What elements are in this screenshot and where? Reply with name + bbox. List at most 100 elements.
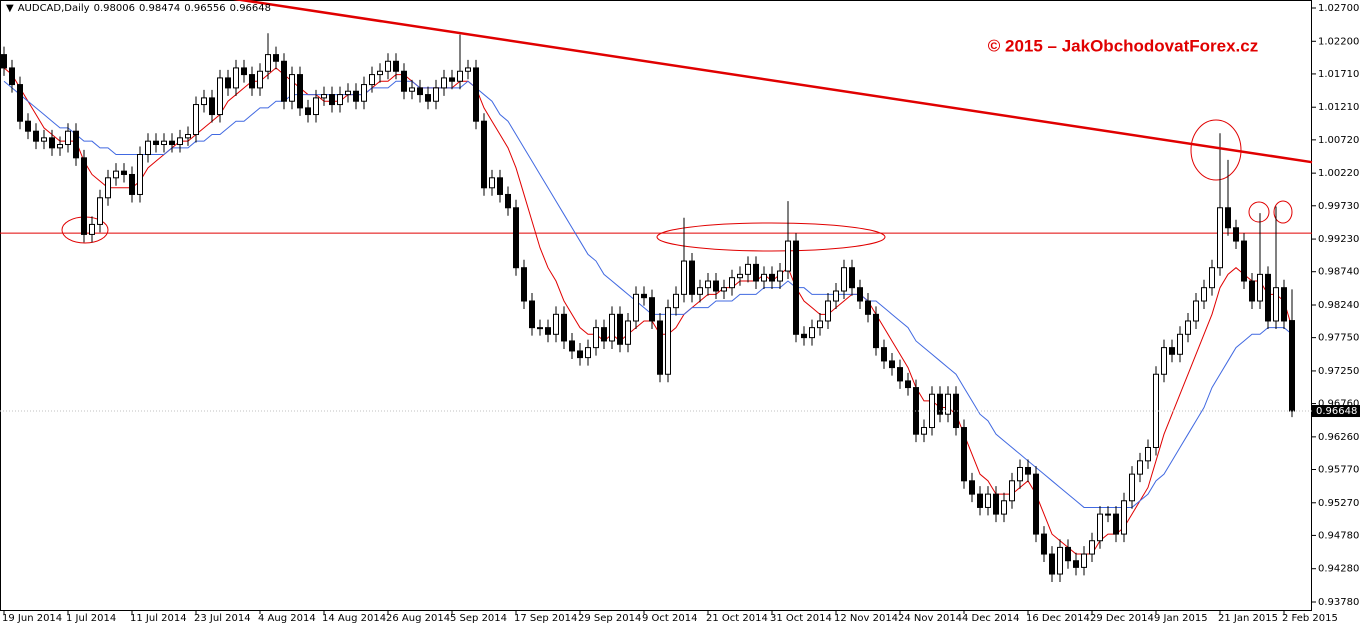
candle-body	[241, 67, 247, 76]
candle-body	[769, 273, 775, 282]
candle-body	[737, 273, 743, 279]
candle-body	[17, 84, 23, 122]
candle-body	[929, 393, 935, 429]
candle-body	[433, 87, 439, 102]
candle-body	[1265, 273, 1271, 322]
candle-body	[553, 313, 559, 335]
candle-body	[577, 350, 583, 359]
candle-body	[801, 333, 807, 339]
candle-body	[625, 320, 631, 345]
candle-body	[785, 240, 791, 272]
candle-body	[1001, 500, 1007, 515]
candle-body	[473, 67, 479, 122]
candle-body	[1009, 480, 1015, 502]
candle-body	[689, 260, 695, 295]
candle-body	[1097, 513, 1103, 542]
x-tick-label: 2 Feb 2015	[1282, 613, 1338, 624]
x-tick-label: 5 Sep 2014	[450, 613, 507, 624]
annotation-circle	[1248, 201, 1270, 223]
candle-body	[1257, 273, 1263, 302]
candle-body	[825, 300, 831, 322]
y-tick-label: 0.97750	[1318, 333, 1359, 344]
candle-body	[1, 54, 7, 69]
candle-body	[601, 327, 607, 342]
candle-body	[537, 327, 543, 330]
candle-body	[353, 90, 359, 102]
moving-average	[3, 80, 1293, 508]
candle-body	[329, 94, 335, 106]
candle-body	[489, 177, 495, 189]
candle-body	[257, 70, 263, 89]
current-price-tag	[1312, 405, 1360, 418]
x-tick-label: 31 Oct 2014	[770, 613, 832, 624]
candle-body	[921, 427, 927, 435]
candle-body	[1217, 207, 1223, 269]
candle-body	[273, 54, 279, 62]
chart-header: ▼ AUDCAD,Daily 0.98006 0.98474 0.96556 0.9664…	[6, 3, 275, 14]
x-tick-label: 16 Dec 2014	[1026, 613, 1090, 624]
candle-body	[305, 107, 311, 116]
candle-body	[1137, 460, 1143, 475]
y-tick-label: 0.95270	[1318, 498, 1359, 509]
candle-body	[465, 67, 471, 72]
candle-body	[1049, 553, 1055, 575]
x-tick-label: 4 Dec 2014	[962, 613, 1020, 624]
candle-body	[337, 94, 343, 106]
candle-body	[729, 277, 735, 289]
x-tick-label: 4 Aug 2014	[258, 613, 316, 624]
candle-body	[857, 287, 863, 302]
candle-body	[561, 313, 567, 342]
candle-body	[1249, 280, 1255, 302]
candle-body	[1105, 513, 1111, 516]
y-tick-label: 1.01210	[1318, 102, 1359, 113]
candle-body	[217, 77, 223, 116]
candle-body	[1209, 267, 1215, 289]
candle-body	[713, 280, 719, 292]
candle-body	[817, 320, 823, 329]
candle-body	[1193, 300, 1199, 322]
candle-body	[657, 320, 663, 375]
candle-body	[993, 493, 999, 515]
x-tick-label: 1 Jul 2014	[66, 613, 116, 624]
candle-body	[849, 267, 855, 289]
candle-body	[105, 177, 111, 199]
candle-body	[113, 170, 119, 179]
x-tick-label: 21 Oct 2014	[706, 613, 768, 624]
candle-body	[649, 297, 655, 322]
candle-body	[97, 197, 103, 225]
candle-body	[889, 360, 895, 369]
candle-body	[809, 327, 815, 339]
candle-body	[1033, 473, 1039, 535]
candle-body	[641, 293, 647, 299]
x-tick-label: 14 Aug 2014	[322, 613, 386, 624]
annotation-circle	[1273, 200, 1293, 224]
menu-arrow: ▼	[6, 3, 14, 14]
candle-body	[153, 140, 159, 146]
y-tick-label: 1.01710	[1318, 69, 1359, 80]
x-tick-label: 12 Nov 2014	[834, 613, 898, 624]
candle-body	[1025, 466, 1031, 475]
candle-body	[209, 97, 215, 116]
candle-body	[193, 104, 199, 136]
y-tick-label: 0.96760	[1318, 399, 1359, 410]
candle-body	[505, 193, 511, 209]
x-tick-label: 23 Jul 2014	[194, 613, 251, 624]
candle-body	[65, 130, 71, 146]
candle-body	[1081, 553, 1087, 568]
candle-body	[417, 87, 423, 96]
candle-body	[401, 70, 407, 92]
candle-body	[1121, 500, 1127, 535]
moving-average	[3, 67, 1293, 555]
candle-body	[1169, 347, 1175, 355]
candle-body	[1145, 447, 1151, 462]
candle-body	[841, 267, 847, 292]
candle-body	[1201, 287, 1207, 302]
x-tick-label: 29 Dec 2014	[1090, 613, 1154, 624]
candle-body	[1225, 207, 1231, 229]
candle-body	[185, 134, 191, 139]
candle-body	[953, 393, 959, 429]
candle-body	[297, 74, 303, 109]
candle-body	[969, 480, 975, 495]
